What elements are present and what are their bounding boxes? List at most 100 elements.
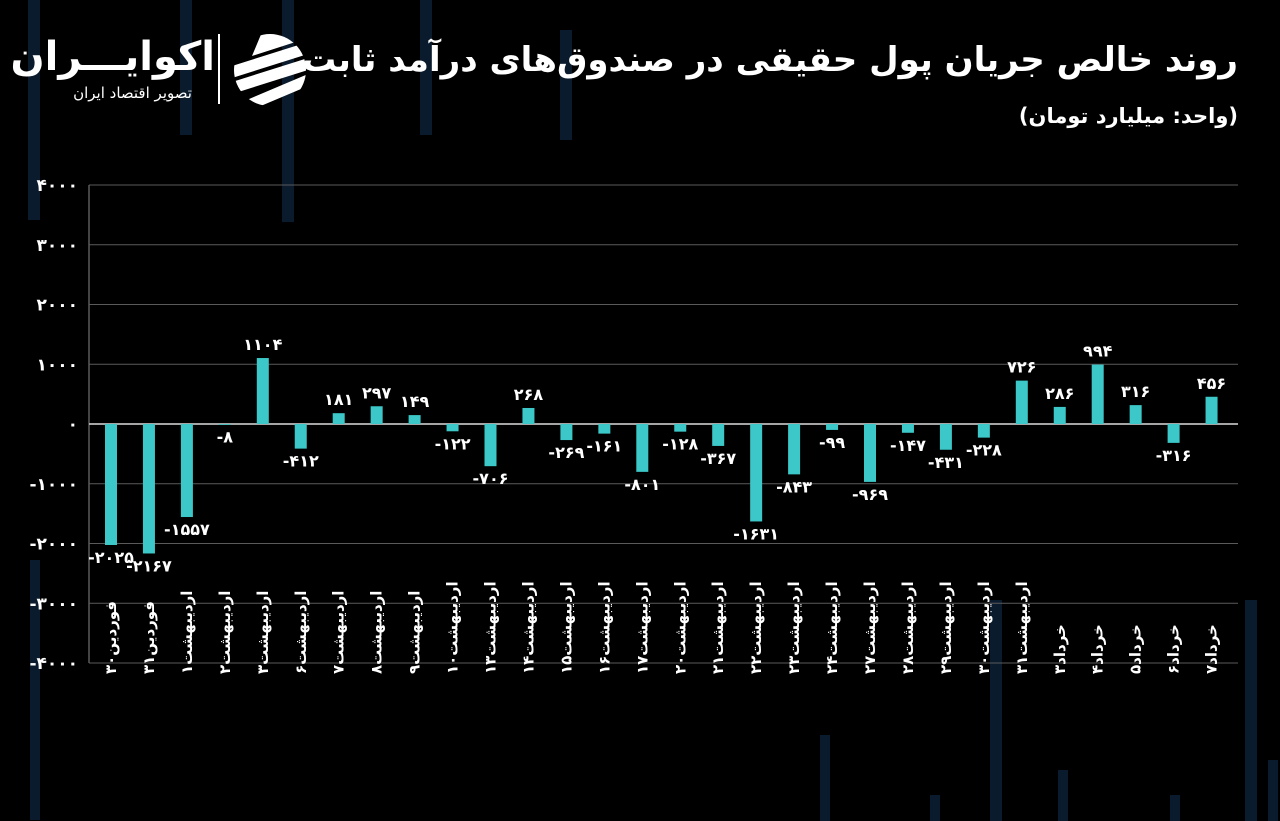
bar	[674, 424, 687, 432]
bar	[1129, 405, 1142, 424]
x-tick-label: فوردین۳۰	[102, 601, 120, 674]
x-tick-label: اردیبهشت۸	[368, 591, 386, 674]
bar	[864, 424, 876, 482]
x-tick-label: اردیبهشت۱۰	[444, 581, 462, 674]
brand-name: اکوایـــران	[10, 34, 215, 80]
data-label: -۸۰۱	[624, 475, 660, 494]
x-tick-label: اردیبهشت۳	[254, 591, 272, 674]
x-tick-label: اردیبهشت۲	[216, 591, 234, 674]
brand-tagline: تصویر اقتصاد ایران	[73, 84, 192, 102]
y-tick-label: -۳۰۰۰	[29, 594, 78, 614]
data-label: -۲۲۸	[966, 441, 1002, 460]
bar	[636, 424, 649, 472]
data-label: -۹۶۹	[852, 485, 888, 504]
data-label: ۴۵۶	[1197, 374, 1226, 393]
data-label: ۷۲۶	[1007, 358, 1036, 377]
y-tick-label: -۴۰۰۰	[29, 654, 78, 674]
bar	[522, 407, 535, 424]
x-tick-label: خرداد۵	[1127, 624, 1145, 674]
decor-column	[820, 735, 830, 821]
x-tick-label: اردیبهشت۹	[406, 591, 424, 674]
x-tick-label: خرداد۷	[1203, 624, 1221, 674]
data-label: -۱۴۷	[890, 436, 926, 455]
y-tick-label: ۴۰۰۰	[36, 176, 78, 196]
x-tick-label: اردیبهشت۱۵	[557, 581, 575, 674]
decor-column	[1170, 795, 1180, 821]
y-tick-label: ۱۰۰۰	[36, 355, 78, 375]
x-tick-label: فوردین۳۱	[140, 601, 158, 674]
data-label: ۳۱۶	[1121, 382, 1150, 401]
decor-column	[30, 560, 40, 820]
bar	[142, 424, 155, 554]
data-label: -۱۵۵۷	[164, 520, 210, 539]
data-label: -۱۲۸	[662, 435, 698, 454]
x-tick-label: اردیبهشت۱۷	[633, 581, 651, 674]
bar	[294, 424, 307, 449]
bar	[1205, 396, 1218, 424]
decor-column	[930, 795, 940, 821]
x-tick-label: اردیبهشت۳۱	[1013, 581, 1031, 674]
data-label: ۱۴۹	[400, 392, 430, 411]
x-tick-label: اردیبهشت۲۲	[747, 581, 765, 674]
data-label: ۲۶۸	[514, 385, 544, 404]
data-label: -۳۱۶	[1156, 446, 1192, 465]
y-tick-label: -۲۰۰۰	[29, 535, 78, 555]
bar	[826, 424, 839, 430]
data-label: -۹۹	[819, 433, 845, 452]
data-label: ۲۹۷	[362, 383, 392, 402]
y-tick-label: ۳۰۰۰	[36, 236, 78, 256]
y-axis: ۴۰۰۰ ۳۰۰۰ ۲۰۰۰ ۱۰۰۰ ۰ -۱۰۰۰ -۲۰۰۰ -۳۰۰۰ -۴۰۰۰	[29, 176, 78, 674]
x-tick-label: اردیبهشت۳۰	[975, 581, 993, 674]
data-label: -۸۴۳	[776, 477, 812, 496]
data-label: -۱۲۲	[435, 434, 471, 453]
bar	[370, 406, 383, 424]
bar	[1091, 364, 1104, 424]
data-label: -۳۶۷	[700, 449, 736, 468]
bar	[1167, 424, 1180, 443]
decor-column	[420, 0, 432, 135]
decor-column	[180, 0, 192, 135]
bar	[901, 424, 914, 433]
decor-column	[1268, 760, 1278, 821]
bar	[446, 424, 459, 432]
data-label: ۱۱۰۴	[243, 335, 282, 354]
unit-label: (واحد: میلیارد تومان)	[1018, 104, 1238, 128]
data-label: -۲۱۶۷	[126, 556, 172, 575]
logo-divider	[218, 34, 220, 104]
bar	[977, 424, 990, 438]
x-tick-label: خرداد۶	[1165, 624, 1183, 674]
x-tick-label: خرداد۴	[1089, 624, 1107, 674]
x-tick-label: اردیبهشت۲۹	[937, 581, 955, 674]
bar	[105, 424, 117, 545]
bar	[750, 424, 763, 522]
x-tick-label: اردیبهشت۲۴	[823, 581, 841, 674]
bar	[332, 413, 345, 424]
data-label: -۱۶۱	[586, 437, 622, 456]
data-label: -۴۱۲	[283, 452, 319, 471]
x-tick-label: اردیبهشت۱۴	[519, 581, 537, 674]
x-tick-label: اردیبهشت۶	[292, 591, 310, 674]
ekoiran-stripes-logo-icon	[234, 34, 306, 106]
data-label: -۱۶۳۱	[733, 524, 779, 543]
decor-column	[990, 600, 1002, 821]
x-tick-label: اردیبهشت۲۸	[899, 581, 917, 674]
x-tick-label: اردیبهشت۲۰	[671, 581, 689, 674]
data-label: -۲۰۲۵	[88, 548, 134, 567]
x-axis-categories: فوردین۳۰ فوردین۳۱ اردیبهشت۱ اردیبهشت۲ اردیبه…	[102, 581, 1221, 674]
bar	[180, 424, 193, 518]
bar	[1015, 380, 1028, 424]
x-tick-label: اردیبهشت۲۱	[709, 581, 727, 674]
x-tick-label: اردیبهشت۲۷	[861, 581, 879, 674]
x-tick-label: اردیبهشت۱	[178, 591, 196, 674]
x-tick-label: خرداد۳	[1051, 624, 1069, 674]
bar	[484, 424, 497, 467]
data-label: -۲۶۹	[548, 443, 584, 462]
x-tick-label: اردیبهشت۲۳	[785, 581, 803, 674]
page-title: روند خالص جریان پول حقیقی در صندوق‌های د…	[302, 40, 1238, 80]
x-tick-label: اردیبهشت۱۶	[595, 581, 613, 674]
gridlines	[88, 184, 1238, 664]
bar	[1053, 406, 1066, 424]
data-label: ۲۸۶	[1045, 384, 1074, 403]
